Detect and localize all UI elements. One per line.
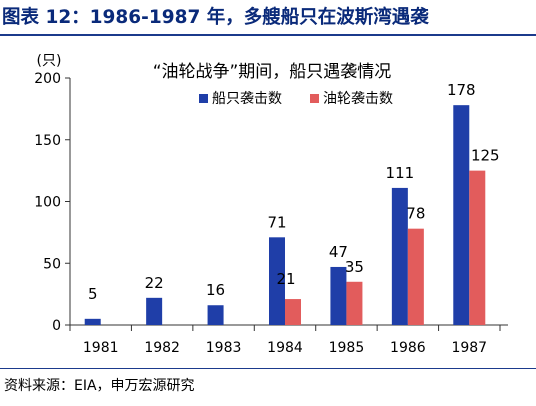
data-label: 35 xyxy=(345,258,364,276)
bar-ship-attacks xyxy=(453,105,470,325)
y-tick-label: 200 xyxy=(34,71,61,87)
data-label: 22 xyxy=(145,274,164,292)
y-tick-label: 100 xyxy=(34,195,61,211)
legend-swatch-tanker-attacks xyxy=(310,94,319,103)
data-label: 21 xyxy=(276,270,295,288)
bar-ship-attacks xyxy=(269,237,285,325)
x-tick-label: 1983 xyxy=(206,340,242,356)
y-tick-label: 0 xyxy=(52,318,61,334)
data-label: 125 xyxy=(471,147,500,165)
data-label: 47 xyxy=(329,243,348,261)
legend-label-ship-attacks: 船只袭击数 xyxy=(212,91,282,107)
bar-tanker-attacks xyxy=(407,228,424,325)
x-tick-label: 1985 xyxy=(329,340,365,356)
report-figure-title: 图表 12：1986-1987 年，多艘船只在波斯湾遇袭 xyxy=(2,7,429,28)
bar-ship-attacks xyxy=(391,187,408,325)
source-note: 资料来源：EIA，申万宏源研究 xyxy=(4,378,195,394)
x-tick-label: 1986 xyxy=(390,340,426,356)
bar-ship-attacks xyxy=(207,305,224,325)
data-label: 178 xyxy=(447,81,476,99)
data-label: 78 xyxy=(406,205,425,223)
bar-ship-attacks xyxy=(330,266,347,325)
bar-ship-attacks xyxy=(146,297,163,325)
footer-divider xyxy=(0,368,536,369)
y-tick-label: 150 xyxy=(34,133,61,149)
data-label: 111 xyxy=(386,164,415,182)
data-label: 71 xyxy=(267,213,286,231)
header-divider xyxy=(0,34,536,36)
x-tick-label: 1981 xyxy=(83,340,119,356)
data-label: 16 xyxy=(206,281,225,299)
bar-ship-attacks xyxy=(84,318,101,325)
bar-tanker-attacks xyxy=(469,170,486,325)
y-tick-label: 50 xyxy=(43,256,61,272)
x-tick-label: 1987 xyxy=(451,340,487,356)
chart-title: “油轮战争”期间，船只遇袭情况 xyxy=(153,62,392,82)
y-axis-unit-label: (只) xyxy=(37,53,62,69)
legend-swatch-ship-attacks xyxy=(199,94,208,103)
x-tick-label: 1984 xyxy=(267,340,303,356)
bar-tanker-attacks xyxy=(346,281,363,325)
x-tick-label: 1982 xyxy=(144,340,180,356)
legend-label-tanker-attacks: 油轮袭击数 xyxy=(323,91,393,107)
bar-tanker-attacks xyxy=(285,299,301,325)
data-label: 5 xyxy=(88,285,98,303)
